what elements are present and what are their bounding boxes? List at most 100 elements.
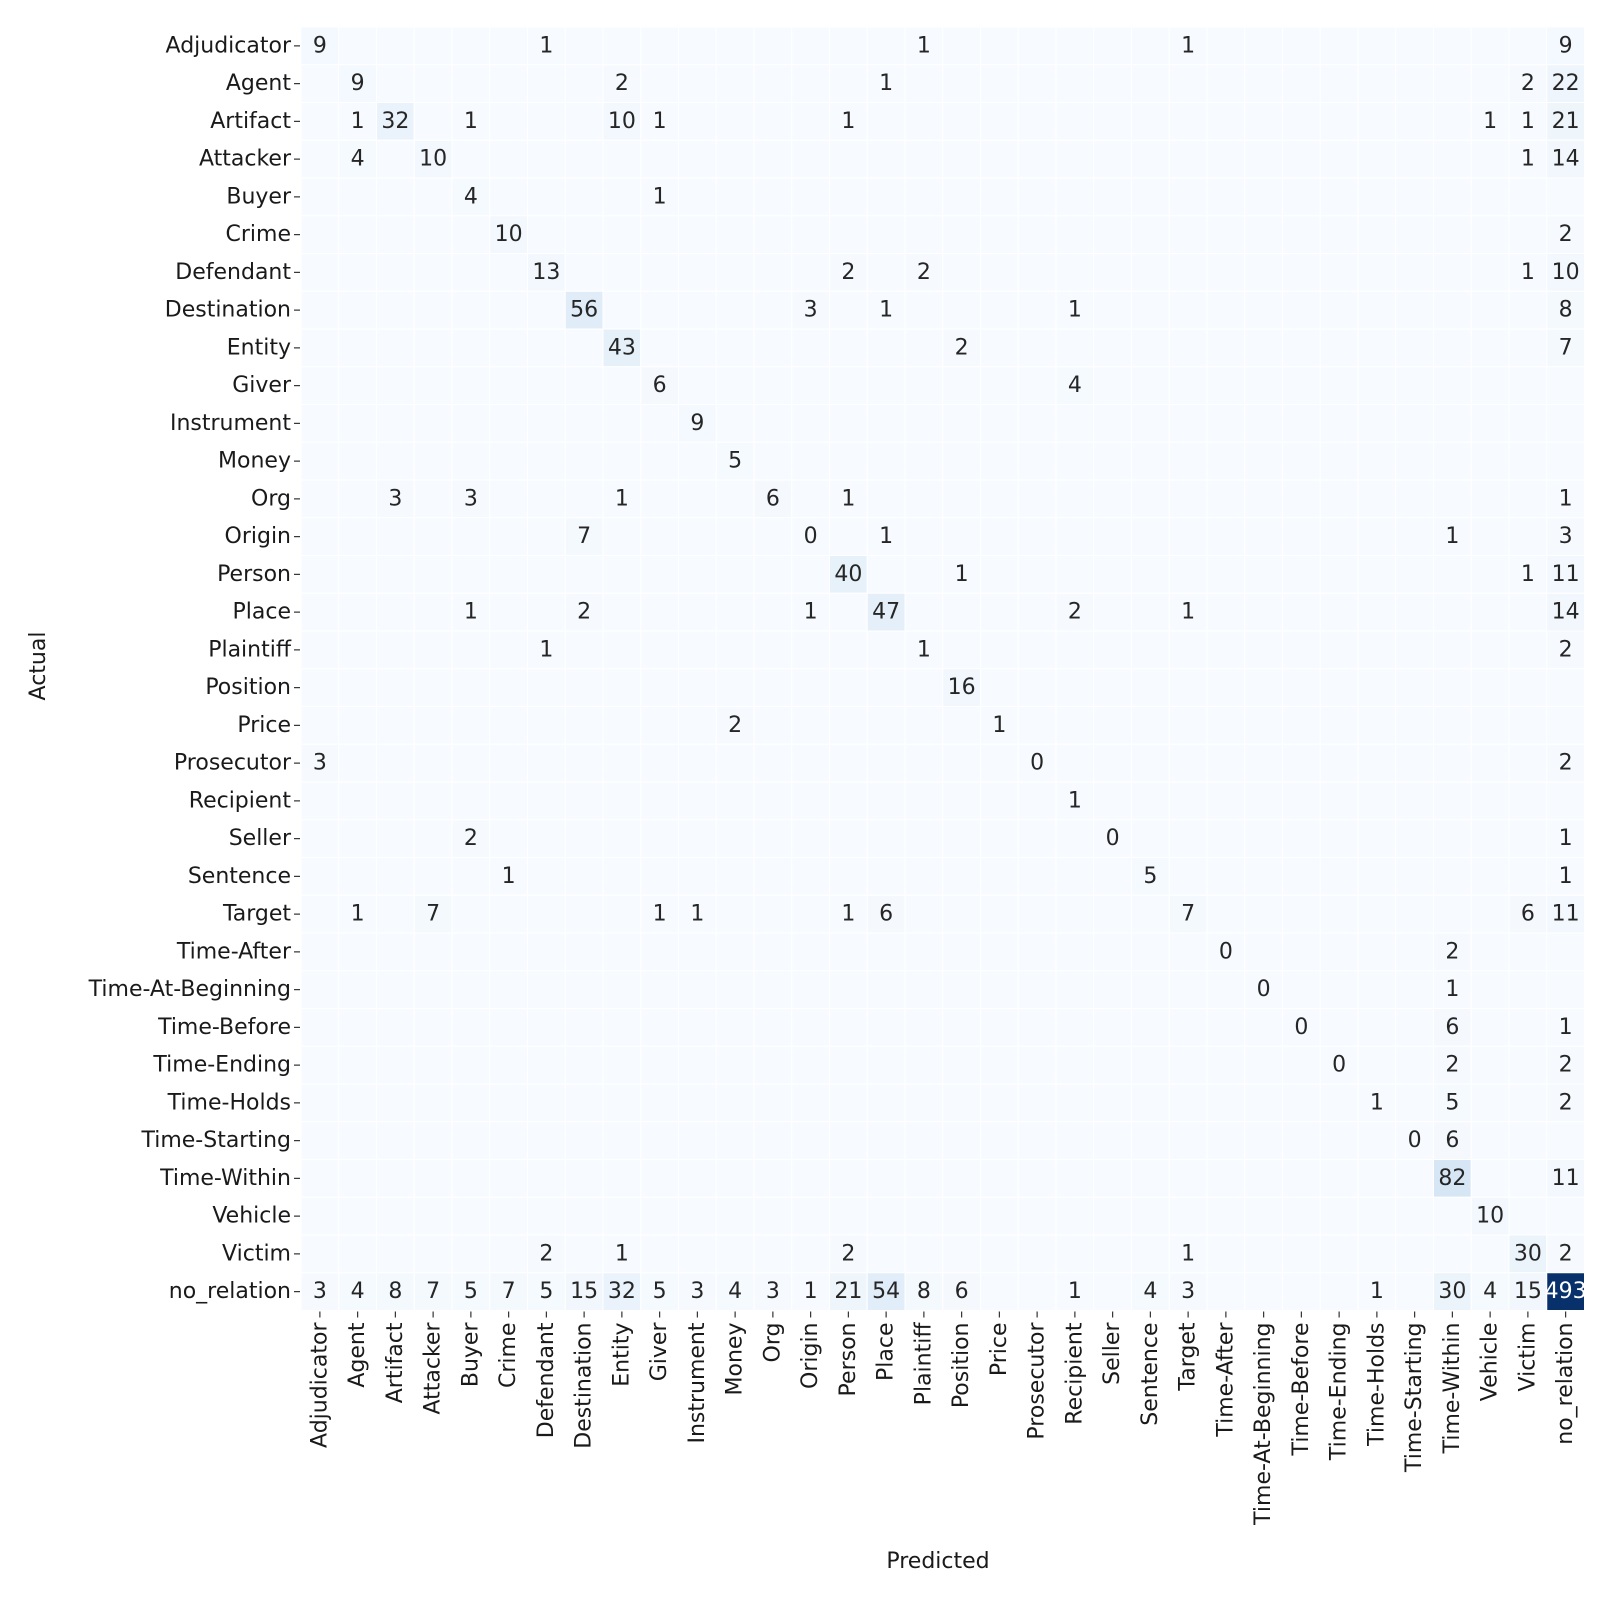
x-tick-label: Money — [723, 1323, 748, 1396]
heatmap-cell-value: 5 — [1445, 1090, 1459, 1115]
heatmap-cell — [602, 894, 642, 934]
heatmap-cell — [715, 555, 755, 594]
heatmap-cell — [1282, 64, 1321, 103]
heatmap-cell — [413, 932, 453, 972]
heatmap-cell — [527, 706, 566, 745]
heatmap-cell — [980, 215, 1019, 254]
heatmap-cell — [489, 1121, 528, 1160]
heatmap-cell-value: 7 — [502, 1279, 516, 1304]
heatmap-cell — [640, 64, 679, 103]
heatmap-cell — [829, 1083, 868, 1123]
heatmap-cell — [1093, 630, 1132, 670]
x-tick-label: Target — [1176, 1322, 1201, 1391]
heatmap-cell — [451, 1008, 491, 1047]
heatmap-cell — [413, 102, 453, 141]
heatmap-cell — [980, 819, 1019, 858]
heatmap-cell — [640, 706, 679, 745]
heatmap-cell — [602, 630, 642, 670]
heatmap-cell — [1546, 1045, 1585, 1085]
heatmap-cell — [753, 555, 793, 594]
heatmap-cell — [602, 668, 642, 707]
heatmap-cell — [1244, 1196, 1283, 1236]
heatmap-cell — [1244, 290, 1283, 330]
heatmap-cell — [1546, 555, 1585, 594]
heatmap-cell-value: 2 — [841, 1241, 855, 1266]
heatmap-cell — [829, 555, 868, 594]
heatmap-cell — [715, 290, 755, 330]
x-tick-label: no_relation — [1553, 1323, 1578, 1445]
heatmap-cell — [376, 1196, 415, 1236]
y-tick-label: Artifact — [210, 109, 291, 134]
heatmap-cell — [980, 366, 1019, 405]
heatmap-cell-value: 1 — [539, 33, 553, 58]
heatmap-cell — [1470, 932, 1510, 972]
heatmap-cell — [1206, 592, 1246, 632]
heatmap-cell — [1131, 894, 1170, 934]
heatmap-cell — [338, 743, 377, 783]
heatmap-cell — [715, 404, 755, 443]
heatmap-cell — [1357, 706, 1397, 745]
heatmap-cell — [1319, 857, 1359, 896]
heatmap-cell — [829, 781, 868, 821]
heatmap-cell — [1546, 1272, 1585, 1311]
heatmap-cell — [1470, 970, 1510, 1009]
heatmap-cell — [1244, 743, 1283, 783]
heatmap-cell — [1206, 290, 1246, 330]
heatmap-cell — [753, 1196, 793, 1236]
heatmap-cell — [715, 1045, 755, 1085]
heatmap-cell — [451, 1196, 491, 1236]
heatmap-cell — [1433, 64, 1472, 103]
heatmap-cell — [1168, 1008, 1208, 1047]
heatmap-cell — [1055, 857, 1095, 896]
heatmap-cell-value: 3 — [464, 486, 478, 511]
heatmap-cell — [942, 253, 981, 292]
heatmap-cell — [489, 177, 528, 217]
heatmap-cell-value: 9 — [351, 71, 365, 96]
heatmap-cell — [1357, 441, 1397, 481]
heatmap-cell — [942, 630, 981, 670]
heatmap-cell — [338, 64, 377, 103]
heatmap-cell — [1546, 366, 1585, 405]
heatmap-cell-value: 10 — [495, 222, 523, 247]
heatmap-cell — [1017, 743, 1057, 783]
heatmap-cell — [1206, 857, 1246, 896]
heatmap-cell — [829, 970, 868, 1009]
heatmap-cell — [1168, 441, 1208, 481]
heatmap-cell — [678, 668, 717, 707]
heatmap-cell — [904, 1159, 944, 1198]
heatmap-cell — [980, 894, 1019, 934]
heatmap-cell — [300, 1272, 340, 1311]
heatmap-cell — [1282, 706, 1321, 745]
heatmap-cell — [376, 706, 415, 745]
heatmap-cell — [1093, 1272, 1132, 1311]
x-tick-label: Prosecutor — [1025, 1322, 1050, 1440]
heatmap-cell — [640, 404, 679, 443]
heatmap-cell — [980, 668, 1019, 707]
heatmap-cell — [413, 366, 453, 405]
y-tick-label: Place — [233, 600, 292, 625]
heatmap-cell — [489, 253, 528, 292]
heatmap-cell — [1470, 64, 1510, 103]
x-tick-label: Victim — [1515, 1323, 1540, 1392]
heatmap-cell — [904, 139, 944, 179]
heatmap-cell — [1508, 1008, 1548, 1047]
heatmap-cell-value: 1 — [1521, 147, 1535, 172]
heatmap-cell-value: 1 — [615, 486, 629, 511]
heatmap-cell — [413, 1045, 453, 1085]
y-tick-label: Giver — [232, 373, 292, 398]
heatmap-cell — [1017, 592, 1057, 632]
heatmap-cell — [1546, 290, 1585, 330]
heatmap-cell — [980, 253, 1019, 292]
heatmap-cell — [1508, 404, 1548, 443]
heatmap-cell — [602, 555, 642, 594]
heatmap-cell — [602, 970, 642, 1009]
heatmap-cell-value: 30 — [1438, 1279, 1466, 1304]
heatmap-cell — [866, 253, 906, 292]
heatmap-cell-value: 1 — [464, 109, 478, 134]
heatmap-cell — [678, 819, 717, 858]
heatmap-cell — [1395, 706, 1434, 745]
heatmap-cell — [715, 857, 755, 896]
heatmap-cell — [1131, 970, 1170, 1009]
heatmap-cell — [1433, 555, 1472, 594]
heatmap-cell — [451, 253, 491, 292]
